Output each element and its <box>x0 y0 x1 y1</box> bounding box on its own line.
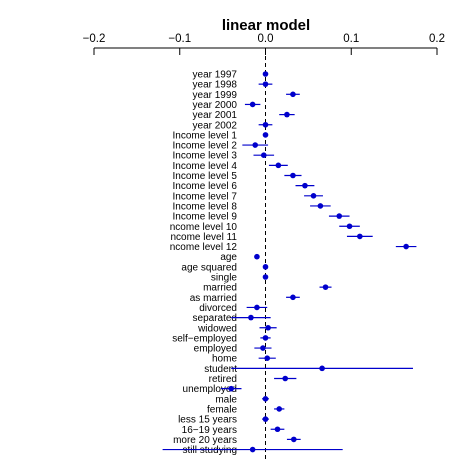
row-label: employed <box>194 344 237 355</box>
row-label: ncome level 10 <box>170 222 238 233</box>
estimate-point <box>254 253 260 260</box>
row-label: year 2001 <box>193 110 238 121</box>
estimate-point <box>276 406 283 412</box>
row-label: unemployed <box>183 384 237 395</box>
row-label: Income level 3 <box>173 151 238 162</box>
estimate-point <box>319 365 325 372</box>
estimate-point <box>262 81 269 87</box>
row-label: female <box>207 404 237 415</box>
row-label: home <box>212 354 237 365</box>
estimate-point <box>275 162 282 169</box>
row-label: widowed <box>197 323 237 334</box>
estimate-point <box>262 416 269 422</box>
estimate-point <box>317 203 324 209</box>
estimate-point <box>310 193 317 199</box>
row-label: ncome level 12 <box>170 242 238 253</box>
row-label: Income level 6 <box>173 181 238 192</box>
row-label: age <box>220 252 237 263</box>
estimate-point <box>302 182 308 189</box>
row-label: divorced <box>199 303 237 314</box>
estimate-point <box>265 324 271 331</box>
row-label: Income level 5 <box>173 171 238 182</box>
row-label: ncome level 11 <box>170 232 237 243</box>
estimate-point <box>274 426 281 433</box>
row-label: Income level 2 <box>173 141 238 152</box>
estimate-point <box>282 375 289 382</box>
row-label: year 2002 <box>193 120 238 131</box>
estimate-point <box>262 132 269 138</box>
estimate-point <box>264 355 271 362</box>
row-label: Income level 8 <box>173 201 238 212</box>
x-axis: −0.2 −0.1 0.0 0.1 0.2 <box>83 33 445 55</box>
row-label: married <box>203 283 237 294</box>
x-tick-label: −0.1 <box>168 33 191 45</box>
x-tick-label: 0.1 <box>343 33 359 45</box>
row-label: male <box>215 394 237 405</box>
estimate-point <box>290 172 296 179</box>
row-label: Income level 1 <box>173 130 238 141</box>
estimate-point <box>262 274 269 280</box>
chart-title: linear model <box>222 17 310 34</box>
estimate-point <box>290 91 296 98</box>
estimate-point <box>322 284 329 290</box>
estimate-point <box>336 213 343 219</box>
estimate-point <box>290 436 297 443</box>
estimate-point <box>248 314 254 321</box>
row-label: student <box>204 364 237 375</box>
row-label: Income level 4 <box>173 161 238 172</box>
row-label: year 1998 <box>193 80 238 91</box>
row-label: year 2000 <box>193 100 238 111</box>
estimate-point <box>249 446 256 453</box>
row-label: 16−19 years <box>182 425 237 436</box>
estimate-point <box>357 233 363 240</box>
estimate-point <box>260 152 267 158</box>
row-label: year 1997 <box>193 70 238 81</box>
estimate-point <box>254 304 260 311</box>
estimate-point <box>403 243 409 250</box>
estimate-point <box>252 142 259 148</box>
estimate-point <box>262 121 269 128</box>
estimate-point <box>346 223 353 230</box>
estimate-point <box>262 71 269 77</box>
row-label: less 15 years <box>178 415 237 426</box>
estimate-point <box>260 345 266 351</box>
row-label: as married <box>190 293 237 304</box>
row-label: retired <box>209 374 237 385</box>
x-tick-label: −0.2 <box>83 33 106 45</box>
x-tick-label: 0.0 <box>258 33 274 45</box>
row-label: year 1999 <box>193 90 238 101</box>
row-label: Income level 7 <box>173 191 238 202</box>
estimate-point <box>262 264 269 270</box>
estimate-point <box>284 111 290 118</box>
row-label: more 20 years <box>173 435 237 446</box>
estimate-point <box>290 294 296 301</box>
x-tick-label: 0.2 <box>429 33 445 45</box>
row-label: age squared <box>181 262 237 273</box>
estimate-point <box>228 385 234 392</box>
estimate-point <box>262 396 269 402</box>
row-label: still studying <box>183 445 237 456</box>
row-label: single <box>211 273 238 284</box>
estimate-point <box>262 335 269 341</box>
row-label: separated <box>193 313 237 324</box>
row-label: self−employed <box>172 333 237 344</box>
estimate-point <box>249 101 256 108</box>
point-estimates <box>228 71 409 453</box>
row-label: Income level 9 <box>173 212 238 223</box>
